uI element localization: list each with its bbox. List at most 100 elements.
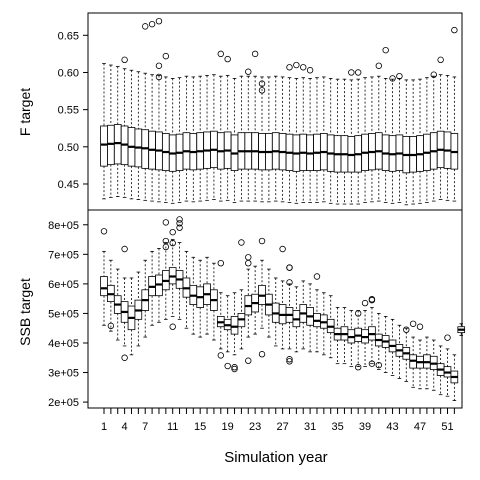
boxplot-year-42	[381, 78, 390, 203]
boxplot-year-5	[127, 69, 136, 200]
boxplot-year-49	[429, 75, 438, 202]
plot-frame	[87, 12, 463, 211]
boxplot-year-12	[175, 77, 184, 203]
boxplot-year-22	[244, 75, 253, 202]
x-tick-label: 47	[414, 421, 426, 433]
outlier-point	[217, 259, 224, 267]
outlier-point	[361, 299, 369, 307]
y-tick-label: 0.60	[58, 67, 79, 79]
boxplot-year-8	[148, 74, 156, 202]
boxplot-year-37	[347, 310, 356, 368]
x-tick-label: 31	[304, 421, 316, 433]
outlier-point	[121, 245, 128, 253]
outlier-point	[148, 20, 156, 28]
boxplot-year-51	[443, 75, 452, 201]
boxplot-year-51	[443, 348, 452, 397]
boxplot-year-3	[113, 66, 122, 198]
boxplot-year-50	[436, 74, 445, 200]
outlier-point	[444, 334, 451, 341]
x-tick-label: 35	[331, 421, 343, 433]
outlier-point	[217, 352, 224, 359]
outlier-point	[300, 64, 307, 71]
y-tick-label: 7e+05	[48, 249, 79, 261]
boxplot-year-28	[285, 283, 294, 350]
outlier-point	[354, 310, 362, 317]
outlier-point	[107, 322, 115, 330]
outlier-point	[169, 323, 176, 330]
boxplot-year-8	[148, 250, 156, 326]
outlier-point	[258, 87, 266, 94]
outlier-point	[100, 228, 108, 235]
outlier-point	[286, 358, 293, 365]
boxplot-year-23	[251, 265, 259, 335]
boxplot-year-33	[320, 292, 328, 356]
boxplot-year-38	[354, 310, 362, 368]
boxplot-year-15	[196, 259, 204, 338]
x-tick-label: 7	[142, 421, 148, 433]
outlier-point	[258, 80, 266, 87]
boxplot-year-15	[196, 75, 204, 202]
boxplot-year-30	[299, 280, 308, 350]
boxplot-year-23	[251, 75, 259, 202]
outlier-point	[348, 69, 355, 76]
boxplot-year-9	[155, 248, 163, 323]
boxplot-year-33	[320, 76, 328, 203]
outlier-point	[286, 279, 293, 286]
outlier-point	[306, 67, 314, 74]
boxplot-year-38	[354, 78, 362, 205]
boxplot-year-25	[265, 268, 273, 338]
boxplot-year-46	[409, 336, 417, 388]
boxplot-year-20	[230, 292, 239, 356]
boxplot-year-14	[189, 256, 198, 335]
outlier-point	[258, 351, 266, 358]
boxplot-year-44	[395, 78, 404, 203]
boxplot-year-48	[423, 336, 431, 390]
y-tick-label: 3e+05	[48, 368, 79, 380]
outlier-point	[286, 64, 293, 71]
boxplot-year-36	[340, 307, 349, 365]
boxplot-year-45	[402, 79, 411, 206]
outlier-point	[245, 259, 252, 267]
boxplot-year-10	[162, 242, 170, 320]
outlier-point	[245, 68, 252, 75]
boxplot-year-32	[313, 289, 321, 353]
outlier-point	[286, 264, 293, 271]
boxplot-year-43	[388, 78, 397, 204]
boxplot-year-13	[182, 250, 191, 329]
outlier-point	[121, 56, 128, 64]
outlier-point	[258, 237, 266, 245]
boxplot-year-50	[436, 345, 445, 396]
outlier-point	[169, 239, 176, 247]
outlier-point	[224, 362, 231, 370]
outlier-point	[354, 364, 362, 371]
outlier-point	[176, 224, 183, 231]
y-tick-label: 2e+05	[48, 397, 79, 409]
outlier-point	[389, 75, 396, 82]
x-tick-label: 4	[122, 421, 128, 433]
boxplot-year-25	[265, 76, 273, 203]
outlier-point	[368, 360, 376, 367]
boxplot-year-36	[340, 78, 349, 205]
iqr-box	[230, 315, 239, 335]
outlier-point	[286, 356, 293, 363]
boxplot-year-17	[210, 74, 218, 200]
x-axis-label: Simulation year	[224, 449, 327, 466]
x-tick-label: 11	[167, 421, 178, 433]
boxplot-year-7	[141, 259, 150, 338]
outlier-point	[121, 354, 128, 361]
boxplot-year-49	[429, 339, 438, 391]
boxplot-year-41	[374, 75, 383, 202]
boxplot-year-47	[416, 339, 424, 390]
outlier-point	[231, 364, 238, 371]
y-axis-label-bottom: SSB target	[17, 278, 33, 346]
iqr-box	[107, 124, 115, 166]
boxplot-year-6	[134, 271, 143, 347]
iqr-box	[113, 124, 122, 165]
boxplot-year-19	[223, 75, 232, 201]
outlier-point	[293, 61, 300, 69]
boxplot-year-21	[237, 75, 246, 202]
boxplot-year-28	[285, 77, 294, 203]
x-tick-label: 23	[249, 421, 261, 433]
y-tick-label: 8e+05	[48, 220, 79, 232]
